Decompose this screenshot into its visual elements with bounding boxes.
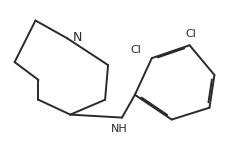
Text: Cl: Cl — [130, 45, 141, 55]
Text: Cl: Cl — [185, 29, 196, 39]
Text: NH: NH — [111, 124, 128, 134]
Text: N: N — [72, 31, 82, 44]
